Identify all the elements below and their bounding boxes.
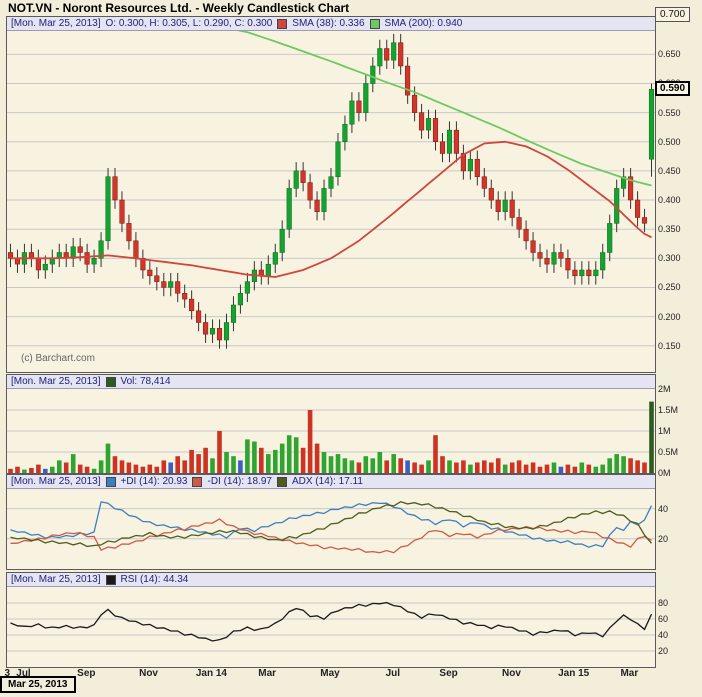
adx-legend-label: ADX (14): 17.11 (291, 476, 363, 487)
volume-axis-label: 1M (658, 426, 671, 436)
volume-axis-label: 0.5M (658, 447, 679, 457)
x-axis-label: 3 (4, 668, 11, 679)
x-axis-label: Jul (16, 668, 31, 679)
x-axis-label: Mar (258, 668, 277, 679)
sma200-legend-chip (369, 18, 380, 29)
volume-panel: [Mon. Mar 25, 2013] Vol: 78,414 (6, 374, 656, 474)
price-axis-label: 0.400 (658, 195, 681, 206)
minus-di-legend-label: -DI (14): 18.97 (207, 476, 272, 487)
volume-legend-chip (105, 376, 116, 387)
rsi-legend-label: RSI (14): 44.34 (120, 574, 189, 585)
rsi-panel-header: [Mon. Mar 25, 2013] RSI (14): 44.34 (7, 573, 655, 587)
barchart-watermark: (c) Barchart.com (21, 353, 95, 364)
candlestick-plot[interactable] (7, 31, 655, 372)
price-panel: [Mon. Mar 25, 2013] O: 0.300, H: 0.305, … (6, 16, 656, 373)
minus-di-legend-chip (192, 476, 203, 487)
rsi-panel: [Mon. Mar 25, 2013] RSI (14): 44.34 (6, 572, 656, 668)
dmi-panel: [Mon. Mar 25, 2013] +DI (14): 20.93 -DI … (6, 474, 656, 570)
price-axis-label: 0.150 (658, 340, 681, 351)
dmi-axis-label: 20 (658, 533, 669, 544)
volume-axis-label: 1.5M (658, 405, 679, 415)
x-axis-label: May (320, 668, 340, 679)
volume-plot[interactable] (7, 389, 655, 473)
adx-legend-chip (276, 476, 287, 487)
x-axis-label: Jan 14 (195, 668, 227, 679)
x-axis-label: Nov (139, 668, 158, 679)
x-axis-label: Jul (385, 668, 401, 679)
price-panel-header: [Mon. Mar 25, 2013] O: 0.300, H: 0.305, … (7, 17, 655, 31)
x-axis-label: Nov (501, 668, 521, 679)
volume-legend-label: Vol: 78,414 (120, 376, 171, 387)
sma200-legend-label: SMA (200): 0.940 (384, 18, 463, 29)
scale-top-label: 0.700 (655, 7, 691, 22)
last-price-marker: 0.590 (655, 81, 691, 97)
x-axis-label: Mar (620, 668, 639, 679)
price-axis-label: 0.650 (658, 49, 681, 60)
price-axis-label: 0.550 (658, 107, 681, 118)
chart-title: NOT.VN - Noront Resources Ltd. - Weekly … (8, 1, 350, 15)
plus-di-legend-label: +DI (14): 20.93 (120, 476, 188, 487)
price-axis-label: 0.450 (658, 165, 681, 176)
price-axis-label: 0.200 (658, 311, 681, 322)
price-axis-label: 0.300 (658, 253, 681, 264)
rsi-axis-label: 60 (658, 614, 669, 624)
sma38-legend-label: SMA (38): 0.336 (292, 18, 365, 29)
volume-axis-label: 0M (658, 468, 671, 478)
cursor-date-volume: [Mon. Mar 25, 2013] (11, 376, 101, 387)
price-axis-label: 0.350 (658, 224, 681, 235)
rsi-legend-chip (105, 574, 116, 585)
cursor-date-dmi: [Mon. Mar 25, 2013] (11, 476, 101, 487)
rsi-axis-label: 20 (658, 646, 669, 656)
rsi-axis-label: 80 (658, 598, 669, 608)
dmi-panel-header: [Mon. Mar 25, 2013] +DI (14): 20.93 -DI … (7, 475, 655, 489)
ohlc-readout: O: 0.300, H: 0.305, L: 0.290, C: 0.300 (105, 18, 273, 29)
price-axis-label: 0.500 (658, 136, 681, 147)
plus-di-legend-chip (105, 476, 116, 487)
price-axis-label: 0.250 (658, 282, 681, 293)
dmi-axis-label: 40 (658, 503, 669, 514)
x-axis-label: Sep (77, 668, 96, 679)
sma38-legend-chip (277, 18, 288, 29)
x-axis-label: Jan 15 (558, 668, 590, 679)
volume-axis-label: 2M (658, 384, 671, 394)
dmi-plot[interactable] (7, 489, 655, 569)
x-axis-label: Sep (439, 668, 458, 679)
rsi-plot[interactable] (7, 587, 655, 667)
rsi-axis-label: 40 (658, 630, 669, 640)
cursor-date-price: [Mon. Mar 25, 2013] (11, 18, 101, 29)
cursor-date-box: Mar 25, 2013 (0, 676, 76, 693)
volume-panel-header: [Mon. Mar 25, 2013] Vol: 78,414 (7, 375, 655, 389)
cursor-date-rsi: [Mon. Mar 25, 2013] (11, 574, 101, 585)
